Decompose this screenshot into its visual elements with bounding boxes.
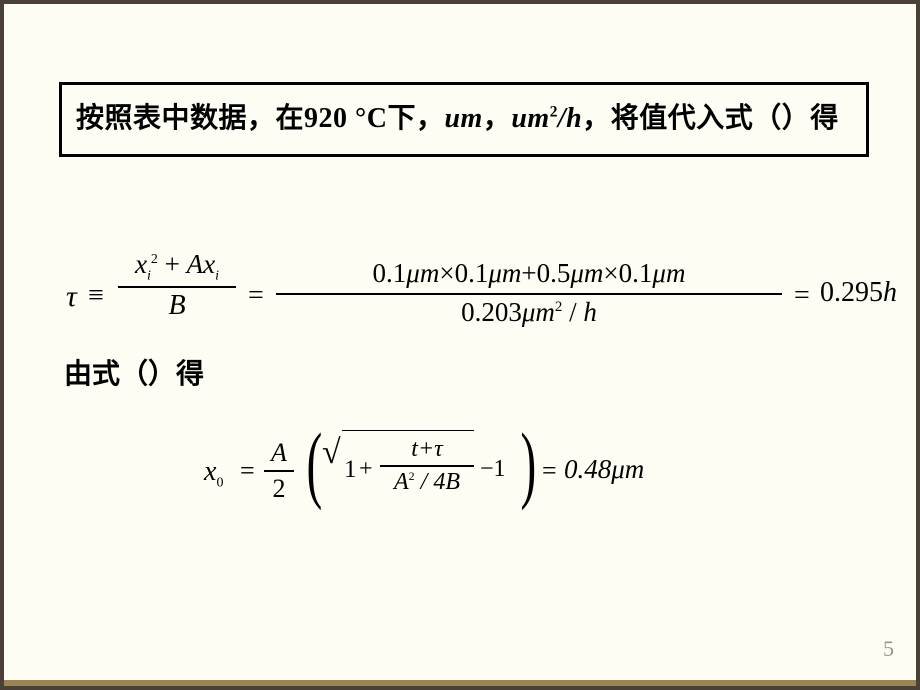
pl2: +: [418, 436, 434, 462]
eq2-eq2: =: [542, 456, 557, 486]
t-val1: 920: [304, 103, 355, 134]
B: B: [445, 469, 460, 495]
eq1-frac-lhs-den: B: [118, 290, 236, 322]
one: 1: [344, 456, 357, 484]
fA-den: 2: [264, 474, 294, 504]
x: x: [135, 249, 147, 279]
eq2-x0: x0: [204, 456, 223, 492]
i: i: [147, 268, 151, 283]
fraction-bar-2: [276, 293, 782, 295]
x1: ×: [439, 258, 454, 288]
eq1-eq2: =: [794, 280, 810, 312]
eq2-fracTT: t+τ A2 / 4B: [380, 436, 474, 496]
x2b: ×: [603, 258, 618, 288]
eq1-result: 0.295h: [820, 277, 897, 309]
eq1-equiv: ≡: [88, 280, 104, 312]
mu3: μm: [570, 258, 603, 288]
t-post1: 下，: [387, 103, 444, 134]
t: t: [411, 436, 418, 462]
tau2: τ: [434, 436, 443, 462]
mid-text: 由式（）得: [64, 352, 204, 392]
eq1-frac-rhs-num: 0.1μm×0.1μm+0.5μm×0.1μm: [276, 258, 782, 289]
dslash: /: [562, 297, 583, 327]
sqrt-bar: [342, 430, 474, 431]
slide: 按照表中数据，在920 °C下，um，um2/h，将值代入式（）得 τ ≡ xi…: [4, 4, 916, 686]
s0: 0: [216, 476, 223, 491]
n3: 0.5: [537, 258, 571, 288]
mu4: μm: [652, 258, 685, 288]
rv2: 0.48: [564, 454, 611, 484]
n2: 0.1: [455, 258, 489, 288]
pl: +: [521, 258, 536, 288]
d1: 0.203: [461, 297, 522, 327]
t-sep: ，: [483, 103, 512, 134]
t-post3: 得: [810, 103, 839, 134]
eq1-eq: =: [248, 280, 264, 312]
t-paren: （）: [753, 103, 810, 134]
minus1: −1: [480, 456, 506, 483]
A: A: [187, 249, 204, 279]
sqrt-icon: √: [322, 434, 341, 472]
s4: / 4: [415, 469, 446, 495]
mparen: （）: [120, 359, 176, 390]
eq1-tau: τ: [66, 280, 77, 314]
plus: +: [158, 249, 187, 279]
t-deg: °C: [355, 103, 387, 134]
statement-box: 按照表中数据，在920 °C下，um，um2/h，将值代入式（）得: [59, 82, 869, 157]
eq1-frac-lhs-num: xi2 + Axi: [118, 250, 236, 284]
mu2: μm: [488, 258, 521, 288]
x2: x: [203, 249, 215, 279]
x: x: [204, 456, 216, 487]
page-number: 5: [883, 636, 894, 662]
t-pre: 按照表中数据，在: [76, 103, 304, 134]
eq2-eq: =: [240, 456, 255, 486]
A2: A: [394, 469, 409, 495]
plus: +: [359, 456, 373, 483]
eq1-frac-rhs-den: 0.203μm2 / h: [276, 297, 782, 328]
sup2: 2: [151, 252, 158, 267]
fraction-bar-3: [264, 470, 294, 472]
mu6: μm: [611, 454, 644, 484]
t-unit2a: um: [511, 103, 549, 134]
t-unit2b: /h: [558, 103, 582, 134]
rv: 0.295: [820, 277, 883, 308]
equation-1: τ ≡ xi2 + Axi B = 0.1μm×0.1μm+0.5μm×0.1μ…: [64, 244, 904, 349]
mt1: 由式: [64, 359, 120, 390]
eq1-frac-lhs: xi2 + Axi B: [118, 250, 236, 322]
fraction-bar: [118, 286, 236, 288]
eq2-fracA: A 2: [264, 438, 294, 504]
mu5: μm: [522, 297, 555, 327]
tt-num: t+τ: [380, 436, 474, 463]
t-unit1: um: [444, 103, 482, 134]
i2: i: [215, 268, 219, 283]
mt2: 得: [176, 359, 204, 390]
mu1: μm: [406, 258, 439, 288]
t-post2: ，将值代入式: [582, 103, 753, 134]
eq1-frac-rhs: 0.1μm×0.1μm+0.5μm×0.1μm 0.203μm2 / h: [276, 258, 782, 328]
rparen: ): [514, 420, 543, 506]
rh: h: [883, 277, 897, 308]
t-unit2sup: 2: [550, 104, 558, 121]
dh: h: [583, 297, 597, 327]
n1: 0.1: [373, 258, 407, 288]
n4: 0.1: [619, 258, 653, 288]
fA-num: A: [264, 438, 294, 468]
statement-text: 按照表中数据，在920 °C下，um，um2/h，将值代入式（）得: [76, 97, 852, 140]
fraction-bar-4: [380, 465, 474, 467]
eq2-result: 0.48μm: [564, 454, 644, 485]
tt-den: A2 / 4B: [380, 469, 474, 496]
